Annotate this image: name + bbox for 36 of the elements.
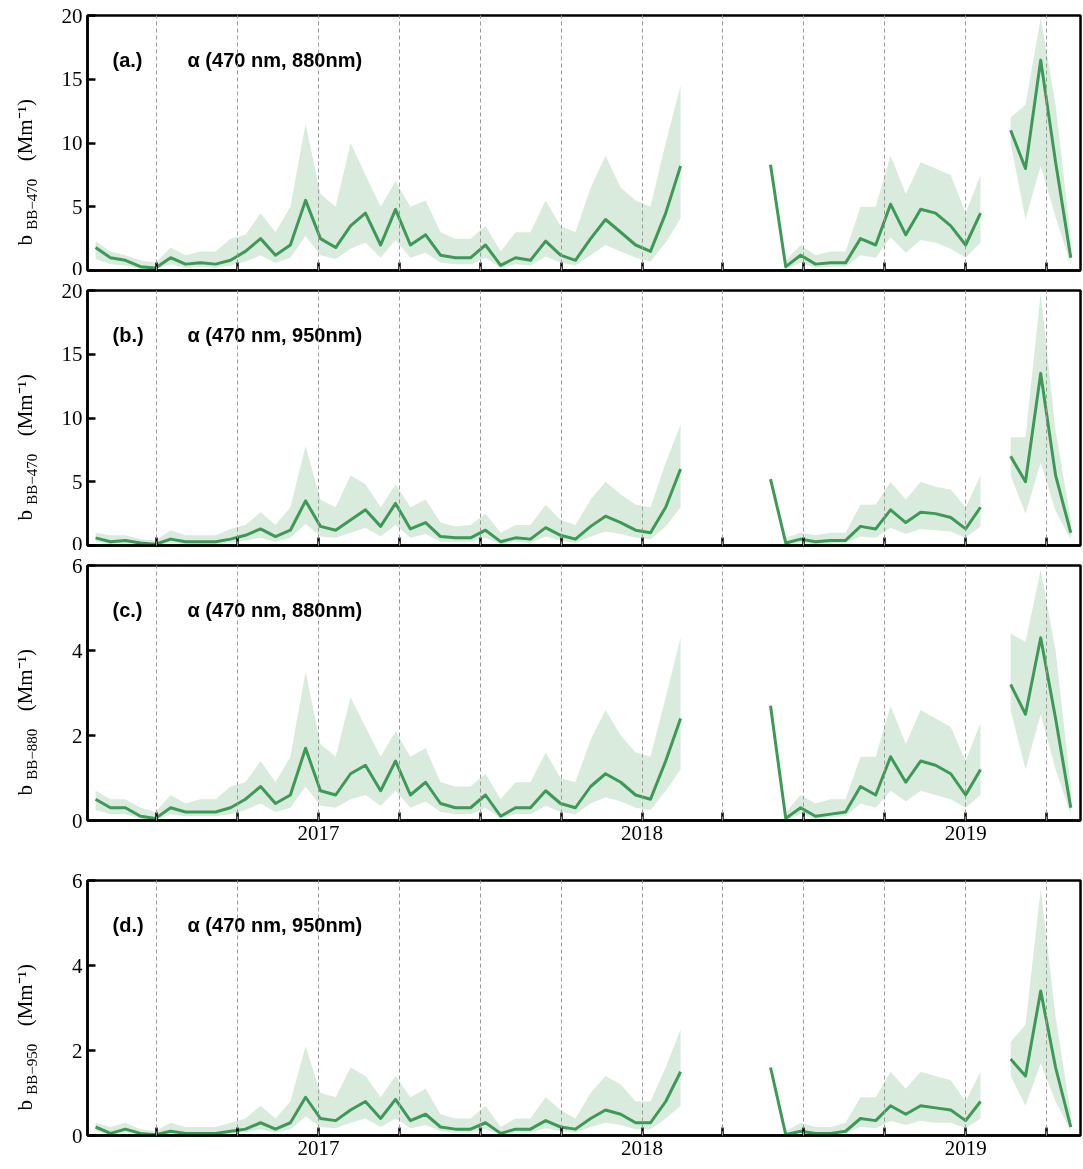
annotation: (a.) (112, 48, 143, 71)
y-tick-label: 20 (61, 278, 83, 303)
y-tick-label: 5 (72, 469, 83, 494)
x-tick-label: 2017 (297, 1135, 340, 1160)
y-tick-label: 6 (72, 553, 83, 578)
x-tick-label: 2018 (621, 820, 664, 845)
y-tick-label: 2 (72, 723, 83, 748)
y-axis-title: bBB−470 (Mm⁻¹) (12, 99, 40, 246)
y-tick-label: 6 (72, 868, 83, 893)
annotation: (b.) (112, 323, 144, 346)
x-tick-label: 2017 (297, 820, 340, 845)
y-axis-title: bBB−470 (Mm⁻¹) (12, 374, 40, 521)
y-tick-label: 2 (72, 1038, 83, 1063)
y-tick-label: 0 (72, 808, 83, 833)
y-tick-label: 10 (61, 131, 83, 155)
annotation: α (470 nm, 950nm) (187, 913, 363, 936)
y-tick-label: 4 (72, 638, 83, 663)
annotation: α (470 nm, 880nm) (187, 48, 363, 71)
y-tick-label: 10 (61, 406, 83, 430)
x-tick-label: 2019 (944, 1135, 987, 1160)
x-tick-label: 2019 (944, 820, 987, 845)
annotation: α (470 nm, 880nm) (187, 598, 363, 621)
y-tick-label: 20 (61, 3, 83, 28)
annotation: (c.) (112, 598, 143, 621)
y-axis-title: bBB−950 (Mm⁻¹) (12, 964, 40, 1111)
y-tick-label: 0 (72, 1123, 83, 1148)
y-axis-title: bBB−880 (Mm⁻¹) (12, 649, 40, 796)
y-tick-label: 15 (61, 342, 83, 367)
y-tick-label: 15 (61, 67, 83, 92)
y-tick-label: 0 (72, 531, 83, 556)
x-tick-label: 2018 (621, 1135, 664, 1160)
y-tick-label: 0 (72, 256, 83, 281)
y-tick-label: 4 (72, 953, 83, 978)
y-tick-label: 5 (72, 194, 83, 219)
annotation: (d.) (112, 913, 144, 936)
annotation: α (470 nm, 950nm) (187, 323, 363, 346)
